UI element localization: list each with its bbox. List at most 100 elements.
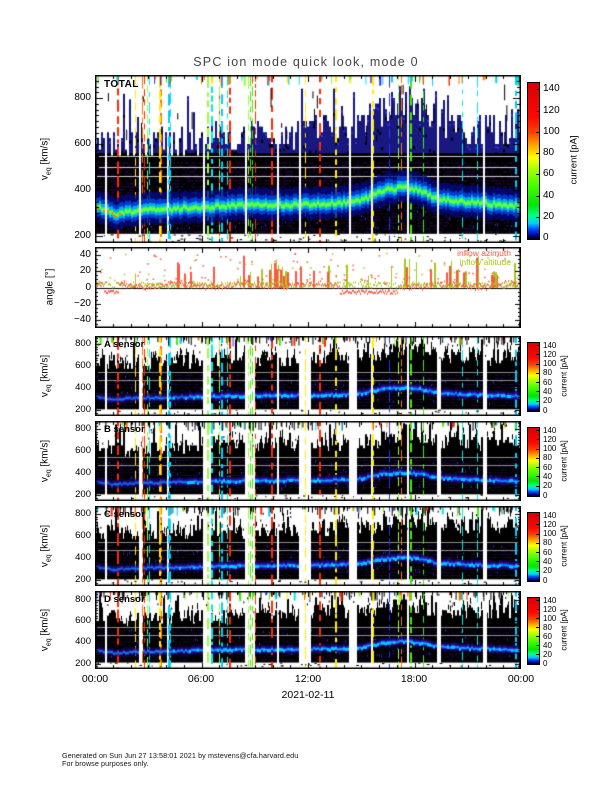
colorbar-tick [536, 439, 539, 440]
y-tick-label: 600 [75, 445, 91, 456]
x-tick-label-0600: 06:00 [187, 673, 215, 685]
colorbar-tick [536, 449, 539, 450]
y-tick-label: −20 [74, 297, 91, 309]
y-tick-label: −40 [74, 313, 91, 325]
panel-label-d-sensor: D sensor [104, 594, 145, 605]
colorbar-tick [536, 430, 539, 431]
colorbar-b-sensor [527, 427, 540, 497]
colorbar-tick [536, 524, 539, 525]
colorbar-tick-label: 100 [543, 613, 557, 623]
y-tick-label: 800 [75, 593, 91, 605]
colorbar-tick [536, 132, 539, 133]
y-tick-label: 400 [74, 184, 91, 196]
y-tick-label: 400 [75, 552, 91, 564]
b-sensor-spectrogram-canvas [95, 421, 521, 501]
colorbar-tick [536, 238, 539, 239]
x-axis-date-label: 2021-02-11 [281, 689, 335, 701]
colorbar-tick-label: 100 [543, 359, 557, 369]
colorbar-tick-label: 20 [543, 481, 552, 491]
colorbar-tick [536, 196, 539, 197]
colorbar-tick [536, 534, 539, 535]
colorbar-tick-label: 0 [543, 575, 548, 585]
colorbar-tick-label: 100 [543, 529, 557, 539]
colorbar-tick-label: 40 [543, 386, 552, 396]
colorbar-tick [536, 515, 539, 516]
panel-label-b-sensor: B sensor [104, 424, 145, 435]
colorbar-tick [536, 410, 539, 411]
y-tick-label: 600 [75, 614, 91, 626]
colorbar-tick [536, 543, 539, 544]
y-tick-label: 600 [75, 530, 91, 541]
colorbar-tick-label: 80 [543, 368, 552, 378]
colorbar-a-sensor [527, 342, 540, 412]
colorbar-tick-label: 60 [543, 547, 552, 557]
y-tick-label: 800 [75, 337, 91, 349]
panel-label-a-sensor: A sensor [104, 339, 145, 350]
panel-inflow-angle [95, 247, 521, 328]
y-tick-label: 0 [85, 281, 91, 293]
y-tick-label: 200 [75, 657, 91, 669]
colorbar-unit-label-a: current [pA] [559, 355, 569, 397]
c-sensor-spectrogram-canvas [95, 506, 521, 586]
colorbar-tick [536, 174, 539, 175]
colorbar-tick [536, 364, 539, 365]
colorbar-tick-label: 40 [543, 556, 552, 566]
panel-label-total: TOTAL [104, 79, 139, 90]
colorbar-tick [536, 401, 539, 402]
colorbar-tick [536, 663, 539, 664]
x-tick-label-1200: 12:00 [294, 673, 322, 685]
colorbar-tick-label: 20 [543, 210, 555, 222]
colorbar-tick-label: 0 [543, 405, 548, 415]
colorbar-tick-label: 40 [543, 471, 552, 481]
colorbar-tick-label: 20 [543, 649, 552, 659]
colorbar-tick-label: 80 [543, 538, 552, 548]
angle-timeseries-canvas [95, 247, 521, 328]
colorbar-unit-label-total: current [pA] [568, 135, 580, 185]
colorbar-tick [536, 391, 539, 392]
y-tick-label: 400 [75, 467, 91, 479]
x-tick-label-1800: 18:00 [400, 673, 428, 685]
y-tick-label: 20 [79, 265, 91, 277]
y-tick-label: 200 [75, 574, 91, 586]
y-tick-label: 600 [75, 360, 91, 371]
colorbar-tick-label: 60 [543, 462, 552, 472]
colorbar-tick-label: 0 [543, 658, 548, 668]
y-tick-label: 800 [75, 422, 91, 434]
colorbar-tick [536, 111, 539, 112]
colorbar-tick-label: 120 [543, 604, 557, 614]
colorbar-tick [536, 618, 539, 619]
colorbar-tick [536, 354, 539, 355]
colorbar-tick [536, 645, 539, 646]
colorbar-tick [536, 571, 539, 572]
y-tick-label: 200 [75, 404, 91, 416]
colorbar-tick-label: 140 [543, 595, 557, 605]
colorbar-tick [536, 654, 539, 655]
colorbar-tick-label: 80 [543, 147, 555, 159]
colorbar-tick-label: 20 [543, 396, 552, 406]
panel-a-sensor-spectrogram [95, 336, 521, 416]
colorbar-tick [536, 467, 539, 468]
x-tick-label-0000: 00:00 [81, 673, 109, 685]
colorbar-tick-label: 40 [543, 640, 552, 650]
colorbar-tick-label: 80 [543, 453, 552, 463]
y-tick-label: 600 [74, 138, 91, 150]
colorbar-tick [536, 345, 539, 346]
panel-label-c-sensor: C sensor [104, 509, 145, 520]
colorbar-tick-label: 60 [543, 168, 555, 180]
y-tick-label: 200 [74, 230, 91, 242]
y-tick-label: 400 [75, 636, 91, 648]
y-tick-label: 200 [75, 489, 91, 501]
colorbar-tick [536, 600, 539, 601]
y-tick-label: 800 [74, 92, 91, 103]
colorbar-d-sensor [527, 597, 540, 665]
d-sensor-spectrogram-canvas [95, 591, 521, 669]
colorbar-tick-label: 100 [543, 444, 557, 454]
colorbar-tick [536, 89, 539, 90]
colorbar-tick-label: 80 [543, 622, 552, 632]
colorbar-tick [536, 476, 539, 477]
colorbar-tick-label: 20 [543, 566, 552, 576]
colorbar-tick [536, 495, 539, 496]
colorbar-tick-label: 100 [543, 125, 560, 137]
footer-generated-line: Generated on Sun Jun 27 13:58:01 2021 by… [62, 751, 299, 760]
colorbar-unit-label-c: current [pA] [559, 525, 569, 567]
